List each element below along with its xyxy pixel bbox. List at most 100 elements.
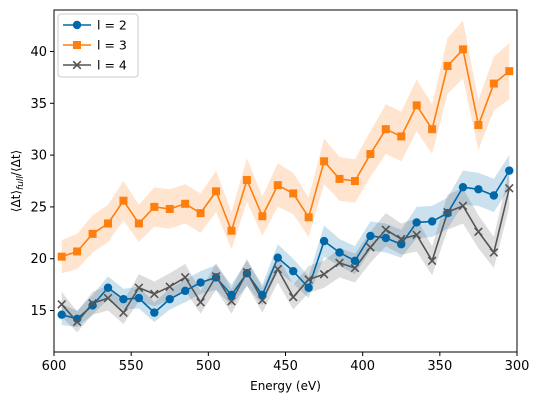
series-4-point-23 (412, 230, 422, 240)
series-2-point-16 (304, 283, 313, 292)
series-3-point-23 (412, 101, 421, 110)
series-4-point-0 (57, 299, 67, 309)
series-4-point-14 (273, 264, 283, 274)
series-4-point-12 (242, 267, 252, 277)
series-2-point-15 (289, 266, 298, 276)
y-tick-label-15: 15 (30, 304, 47, 319)
y-axis-label-tail: /⟨Δt⟩ (9, 150, 23, 176)
series-2-point-8 (180, 286, 190, 296)
x-tick-label-400: 400 (350, 359, 375, 374)
y-tick-label-20: 20 (30, 252, 47, 267)
series-4-point-16 (304, 275, 314, 284)
legend-series-3-point-marker (73, 41, 81, 49)
series-3-point-2 (88, 229, 97, 238)
series-4-point-3 (103, 293, 113, 303)
series-3-point-28 (489, 79, 498, 88)
series-2-point-0 (57, 310, 66, 319)
series-4-point-25 (443, 207, 452, 217)
series-3-point-1 (73, 247, 82, 256)
series-2-point-5 (134, 293, 144, 303)
legend-series-2-label: l = 2 (97, 18, 127, 33)
series-2-band (61, 155, 510, 328)
series-2-point-7 (165, 294, 174, 304)
series-3-point-22 (397, 132, 406, 141)
x-tick-label-350: 350 (427, 359, 452, 374)
series-4-point-1 (72, 317, 82, 327)
series-4-point-17 (319, 269, 329, 279)
series-3-point-14 (273, 181, 282, 190)
y-tick-label-25: 25 (30, 200, 47, 215)
x-tick-label-600: 600 (42, 359, 67, 374)
legend-series-4-label: l = 4 (97, 58, 127, 73)
legend-series-4-point-marker (72, 60, 82, 70)
x-tick-label-500: 500 (196, 359, 221, 374)
series-3-point-9 (196, 209, 205, 218)
series-2-point-18 (335, 248, 344, 257)
series-2-point-26 (458, 183, 468, 192)
legend-series-2-point-marker (72, 20, 82, 30)
legend: l = 2 l = 3 l = 4 (57, 13, 139, 78)
x-axis-label: Energy (eV) (250, 379, 321, 393)
series-3-point-18 (335, 174, 344, 183)
series-4-line (61, 188, 511, 323)
series-3-point-21 (381, 125, 390, 134)
series-4-point-29 (504, 183, 514, 193)
series-4-point-2 (88, 298, 97, 308)
series-4-point-24 (427, 256, 437, 266)
series-4-point-22 (396, 234, 406, 244)
series-4-point-19 (350, 263, 360, 273)
y-tick-label-30: 30 (30, 149, 47, 164)
series-3-point-24 (428, 125, 437, 134)
x-tick-label-550: 550 (119, 359, 144, 374)
series-2-point-23 (412, 218, 421, 227)
series-4-point-26 (458, 201, 468, 211)
series-2-point-14 (273, 253, 282, 262)
series-2-point-27 (474, 185, 483, 194)
series-4-point-21 (381, 225, 391, 235)
series-3-point-12 (242, 175, 251, 184)
series-4-point-7 (165, 282, 175, 292)
series-4-point-6 (149, 289, 159, 299)
series-3-point-15 (289, 189, 298, 198)
series-3-point-7 (165, 204, 174, 213)
series-3-point-20 (366, 150, 375, 159)
series-2-point-17 (319, 236, 329, 246)
y-axis-label-sub: full (16, 176, 26, 190)
series-3-point-6 (150, 202, 159, 211)
series-markers (57, 45, 514, 327)
series-4-point-27 (474, 227, 483, 237)
series-3-point-29 (505, 67, 514, 76)
series-2-point-29 (505, 166, 514, 175)
series-3-point-0 (57, 252, 66, 261)
series-4-point-20 (366, 242, 375, 252)
y-tick-label-40: 40 (30, 45, 47, 60)
series-2-point-11 (227, 290, 236, 300)
series-4-point-18 (335, 258, 344, 268)
series-4-point-15 (288, 292, 298, 302)
y-axis-label-main: ⟨Δt⟩ (9, 190, 23, 212)
series-3-point-26 (458, 45, 467, 54)
series-2-point-4 (119, 294, 128, 304)
series-2-point-28 (489, 191, 499, 200)
y-axis-ticks: 15 20 25 30 35 40 (30, 45, 54, 319)
series-3-point-5 (134, 219, 143, 228)
series-2-point-19 (350, 256, 360, 265)
series-4-point-10 (211, 271, 221, 281)
series-3-point-11 (227, 226, 236, 235)
series-2-point-9 (196, 278, 205, 287)
series-4-band (61, 169, 510, 333)
series-4-point-4 (119, 308, 128, 317)
x-tick-label-450: 450 (273, 359, 298, 374)
series-3-point-10 (212, 187, 221, 196)
series-3-point-27 (474, 121, 483, 130)
series-3-point-19 (350, 177, 359, 185)
y-axis-label: ⟨Δt⟩full/⟨Δt⟩ (9, 150, 26, 212)
series-4-point-11 (227, 296, 236, 306)
x-tick-label-300: 300 (505, 359, 530, 374)
series-4-point-9 (196, 297, 205, 307)
series-2-point-20 (366, 231, 375, 241)
legend-box (57, 13, 139, 78)
series-3-point-4 (119, 196, 128, 205)
series-4-point-8 (180, 273, 190, 282)
